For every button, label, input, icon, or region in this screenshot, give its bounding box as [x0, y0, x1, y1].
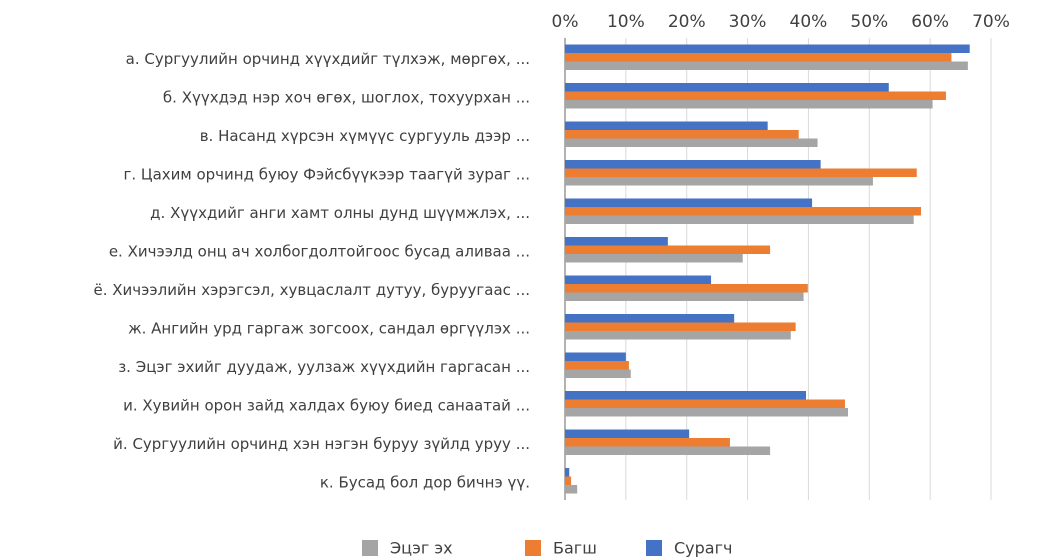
bar: [565, 138, 818, 147]
y-tick-label: з. Эцэг эхийг дуудаж, уулзаж хүүхдийн га…: [118, 358, 530, 376]
y-tick-label: ё. Хичээлийн хэрэгсэл, хувцаслалт дутуу,…: [93, 281, 530, 299]
bar: [565, 391, 806, 400]
bar: [565, 476, 572, 485]
bar: [565, 168, 917, 177]
legend-swatch: [646, 540, 662, 556]
bar: [565, 322, 796, 331]
bar: [565, 446, 771, 455]
bar: [565, 44, 970, 53]
x-tick-label: 20%: [668, 12, 706, 32]
bar: [565, 91, 946, 100]
bar: [565, 468, 570, 477]
legend-label: Сурагч: [674, 539, 732, 558]
y-tick-label: в. Насанд хүрсэн хүмүүс сургууль дээр ..…: [200, 127, 530, 145]
bar: [565, 284, 808, 293]
y-tick-label: и. Хувийн орон зайд халдах буюу биед сан…: [123, 396, 530, 414]
bar: [565, 408, 848, 417]
bar: [565, 314, 735, 323]
legend-label: Эцэг эх: [390, 539, 453, 558]
y-tick-label: б. Хүүхдэд нэр хоч өгөх, шоглох, тохуурх…: [163, 88, 530, 106]
y-tick-label: ж. Ангийн урд гаргаж зогсоох, сандал өрг…: [128, 319, 530, 337]
legend-swatch: [362, 540, 378, 556]
legend-label: Багш: [553, 539, 597, 558]
bar: [565, 121, 768, 130]
bar: [565, 53, 952, 62]
bar: [565, 429, 690, 438]
x-tick-label: 60%: [911, 12, 949, 32]
bar: [565, 275, 712, 284]
bar: [565, 130, 799, 139]
bar: [565, 254, 743, 263]
y-tick-label: д. Хүүхдийг анги хамт олны дунд шүүмжлэх…: [150, 204, 530, 222]
bar: [565, 83, 889, 92]
bar: [565, 485, 578, 494]
legend-swatch: [525, 540, 541, 556]
bar: [565, 61, 968, 70]
bar: [565, 438, 730, 447]
bar: [565, 352, 626, 361]
x-tick-label: 30%: [729, 12, 767, 32]
bar: [565, 100, 933, 109]
bar: [565, 292, 804, 301]
x-tick-label: 10%: [607, 12, 645, 32]
x-tick-label: 40%: [790, 12, 828, 32]
bar: [565, 198, 813, 207]
y-tick-label: г. Цахим орчинд буюу Фэйсбүүкээр таагүй …: [124, 165, 531, 183]
x-tick-label: 0%: [552, 12, 579, 32]
bar: [565, 399, 845, 408]
y-tick-label: к. Бусад бол дор бичнэ үү.: [320, 473, 530, 491]
bar: [565, 331, 791, 340]
bar: [565, 237, 668, 246]
bar: [565, 207, 922, 216]
y-tick-label: а. Сургуулийн орчинд хүүхдийг түлхэж, мө…: [126, 50, 530, 68]
bar: [565, 245, 771, 254]
y-tick-label: й. Сургуулийн орчинд хэн нэгэн буруу зүй…: [113, 435, 530, 453]
bar: [565, 177, 873, 186]
bar: [565, 369, 631, 378]
bar: [565, 215, 914, 224]
y-tick-label: е. Хичээлд онц ач холбогдолтойгоос бусад…: [109, 242, 530, 260]
x-tick-label: 50%: [850, 12, 888, 32]
x-tick-label: 70%: [972, 12, 1010, 32]
bar: [565, 361, 629, 370]
bar: [565, 160, 821, 169]
